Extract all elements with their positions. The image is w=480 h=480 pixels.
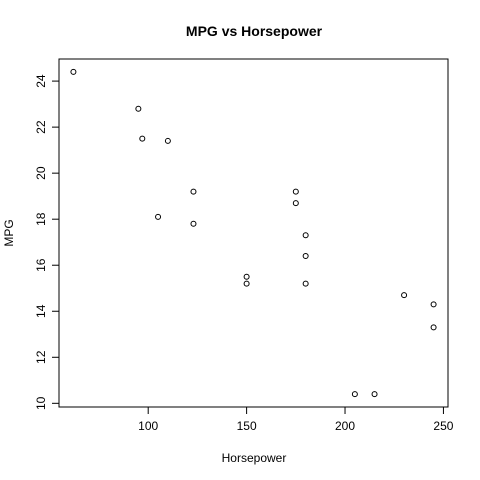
scatter-point xyxy=(190,220,197,227)
y-axis-label: MPG xyxy=(2,219,16,246)
scatter-point xyxy=(302,253,309,260)
data-points xyxy=(70,68,437,398)
scatter-point xyxy=(243,280,250,287)
y-tick-label: 16 xyxy=(34,258,48,272)
x-tick-label: 100 xyxy=(138,419,158,433)
y-tick-label: 20 xyxy=(34,166,48,180)
chart-title: MPG vs Horsepower xyxy=(186,23,323,39)
y-tick-label: 18 xyxy=(34,212,48,226)
scatter-point xyxy=(401,292,408,299)
x-axis-label: Horsepower xyxy=(222,451,287,465)
scatter-point xyxy=(302,232,309,239)
scatter-point xyxy=(292,200,299,207)
scatter-point xyxy=(164,137,171,144)
scatter-point xyxy=(430,324,437,331)
y-tick-label: 10 xyxy=(34,396,48,410)
plot-frame xyxy=(58,58,449,408)
scatter-point xyxy=(190,188,197,195)
scatter-point xyxy=(139,135,146,142)
scatter-point xyxy=(371,391,378,398)
scatter-point xyxy=(155,213,162,220)
x-tick-label: 150 xyxy=(237,419,257,433)
scatter-point xyxy=(135,105,142,112)
y-tick-label: 14 xyxy=(34,304,48,318)
x-tick-label: 200 xyxy=(335,419,355,433)
scatter-point xyxy=(292,188,299,195)
y-axis: 10 12 14 16 18 20 22 24 xyxy=(34,74,60,410)
y-tick-label: 22 xyxy=(34,120,48,134)
scatter-point xyxy=(70,68,77,75)
x-tick-label: 250 xyxy=(433,419,453,433)
scatter-point xyxy=(351,391,358,398)
x-axis: 100 150 200 250 xyxy=(138,406,454,433)
scatter-point xyxy=(243,273,250,280)
scatter-point xyxy=(302,280,309,287)
scatter-point xyxy=(430,301,437,308)
y-tick-label: 12 xyxy=(34,350,48,364)
y-tick-label: 24 xyxy=(34,74,48,88)
